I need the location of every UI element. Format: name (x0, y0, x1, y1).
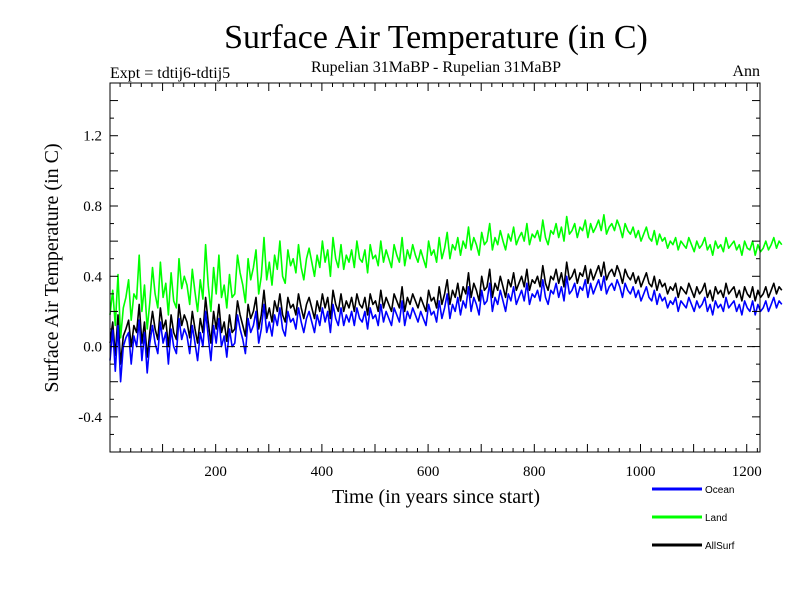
season-label: Ann (732, 63, 760, 80)
chart-title: Surface Air Temperature (in C) (224, 19, 648, 56)
x-tick-label: 400 (311, 464, 334, 480)
y-axis: -0.4 0.0 0.4 0.8 1.2 (78, 100, 760, 435)
x-tick-label: 1000 (626, 464, 656, 480)
plot-frame (109, 82, 761, 453)
x-tick-label: 600 (417, 464, 440, 480)
legend-label-ocean: Ocean (705, 485, 734, 496)
series-line-ocean (109, 275, 783, 383)
experiment-label: Expt = tdtij6-tdtij5 (110, 65, 230, 82)
plot-area (109, 214, 783, 383)
legend-label-land: Land (705, 513, 727, 524)
y-tick-label: 0.4 (83, 269, 102, 285)
x-tick-label: 800 (523, 464, 546, 480)
x-tick-label: 1200 (732, 464, 762, 480)
x-axis: 200 400 600 800 1000 1200 (119, 83, 762, 480)
period-label: Rupelian 31MaBP - Rupelian 31MaBP (311, 59, 561, 76)
series-line-allsurf (109, 261, 783, 365)
series-line-land (109, 214, 783, 339)
y-axis-label: Surface Air Temperature (in C) (41, 143, 63, 392)
y-tick-label: 1.2 (83, 129, 102, 145)
x-axis-label: Time (in years since start) (332, 486, 540, 508)
y-tick-label: 0.0 (83, 340, 102, 356)
legend: Ocean Land AllSurf (652, 485, 735, 552)
y-tick-label: -0.4 (78, 410, 102, 426)
legend-label-allsurf: AllSurf (705, 541, 735, 552)
y-tick-label: 0.8 (83, 199, 102, 215)
x-tick-label: 200 (204, 464, 227, 480)
